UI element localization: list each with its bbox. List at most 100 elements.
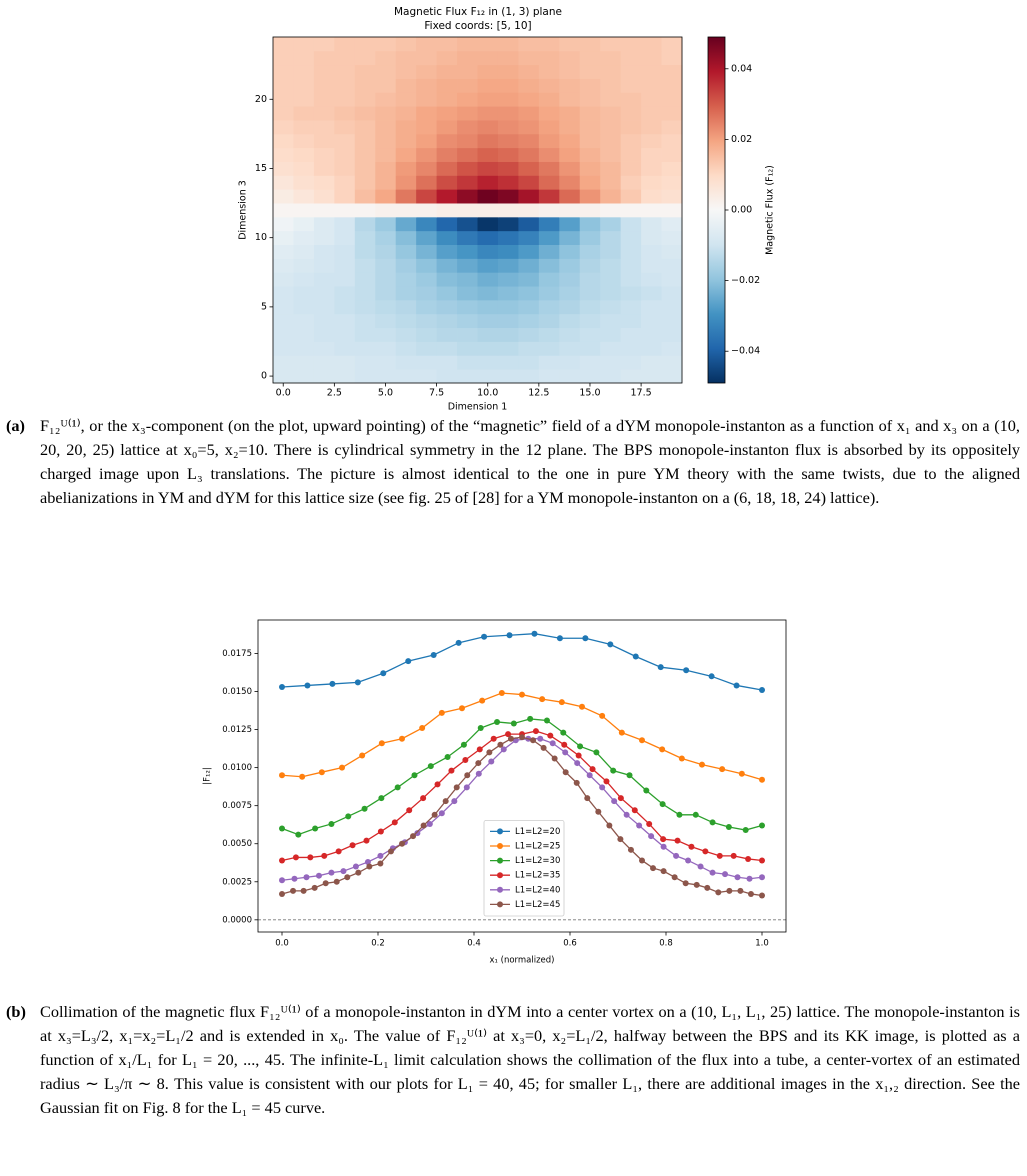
heat-cell	[375, 120, 397, 135]
data-point	[547, 732, 554, 739]
data-point	[730, 852, 737, 859]
heat-cell	[416, 286, 437, 301]
heat-cell	[436, 230, 458, 245]
heat-cell	[559, 299, 581, 315]
heat-cell	[293, 299, 315, 315]
heat-cell	[354, 230, 376, 245]
data-point	[335, 848, 342, 855]
colorbar-tick-label: 0.04	[731, 63, 752, 74]
y-tick-label: 0.0025	[222, 877, 252, 887]
heat-cell	[375, 50, 397, 66]
heat-cell	[457, 355, 478, 370]
heat-cell	[497, 133, 519, 149]
heat-cell	[661, 327, 683, 342]
heat-cell	[436, 299, 458, 315]
data-point	[708, 673, 715, 680]
heat-cell	[457, 37, 478, 52]
heat-cell	[538, 106, 560, 121]
heat-cell	[518, 244, 540, 259]
heat-cell	[477, 313, 499, 329]
data-point	[660, 843, 667, 850]
legend-marker	[497, 828, 503, 835]
heat-cell	[559, 272, 581, 287]
heat-cell	[559, 64, 581, 79]
heat-cell	[579, 203, 601, 218]
heat-cell	[416, 147, 437, 162]
data-point	[527, 715, 534, 722]
heat-cell	[395, 189, 417, 204]
heat-cell	[620, 50, 642, 66]
heat-cell	[395, 313, 417, 329]
heat-cell	[354, 78, 376, 93]
data-point	[361, 805, 368, 812]
heat-cell	[334, 355, 356, 370]
heat-cell	[375, 327, 397, 342]
heat-cell	[497, 189, 519, 204]
heat-cell	[334, 299, 356, 315]
heat-cell	[600, 341, 622, 356]
heat-cell	[477, 369, 499, 384]
heat-cell	[661, 299, 683, 315]
heat-cell	[354, 286, 376, 301]
data-point	[328, 820, 335, 827]
heat-cell	[436, 50, 458, 66]
heat-cell	[416, 120, 437, 135]
heat-cell	[477, 161, 499, 176]
legend-label: L1=L2=40	[515, 885, 560, 895]
x-tick-label: 0.6	[563, 939, 577, 949]
data-point	[427, 763, 434, 770]
heat-cell	[620, 272, 642, 287]
heat-cell	[559, 369, 581, 384]
heat-cell	[395, 341, 417, 356]
x-tick-label: 17.5	[631, 388, 652, 399]
heat-cell	[436, 327, 458, 342]
heat-cell	[395, 286, 417, 301]
heat-cell	[477, 92, 499, 107]
data-point	[603, 778, 610, 785]
heat-cell	[436, 175, 458, 190]
data-point	[676, 811, 683, 818]
heat-cell	[334, 258, 356, 273]
heat-cell	[395, 244, 417, 259]
data-point	[462, 757, 469, 764]
heat-cell	[641, 286, 662, 301]
data-point	[488, 758, 495, 765]
series-line	[281, 633, 763, 691]
heat-cell	[538, 37, 560, 52]
data-point	[419, 725, 426, 732]
legend-marker	[497, 886, 503, 893]
heat-cell	[334, 50, 356, 66]
heat-cell	[538, 341, 560, 356]
heat-cell	[436, 272, 458, 287]
data-point	[312, 825, 319, 832]
heat-cell	[416, 64, 437, 79]
heat-cell	[457, 369, 478, 384]
data-point	[742, 827, 749, 834]
x-tick-label: 0.8	[659, 939, 673, 949]
data-point	[627, 846, 634, 853]
data-point	[377, 852, 384, 859]
heat-cell	[641, 230, 662, 245]
heat-cell	[436, 244, 458, 259]
heat-cell	[620, 37, 642, 52]
heat-cell	[620, 327, 642, 342]
heat-cell	[477, 189, 499, 204]
heat-cell	[518, 341, 540, 356]
heat-cell	[436, 78, 458, 93]
data-point	[494, 718, 501, 725]
data-point	[639, 737, 645, 744]
data-point	[279, 772, 285, 779]
heat-cell	[313, 120, 335, 135]
heat-cell	[457, 133, 478, 149]
heat-cell	[436, 355, 458, 370]
data-point	[551, 755, 558, 762]
heat-cell	[334, 92, 356, 107]
heat-cell	[620, 313, 642, 329]
heat-cell	[518, 203, 540, 218]
data-point	[573, 779, 580, 786]
heat-cell	[661, 244, 683, 259]
heat-cell	[661, 272, 683, 287]
heat-cell	[293, 120, 315, 135]
heat-cell	[538, 120, 560, 135]
